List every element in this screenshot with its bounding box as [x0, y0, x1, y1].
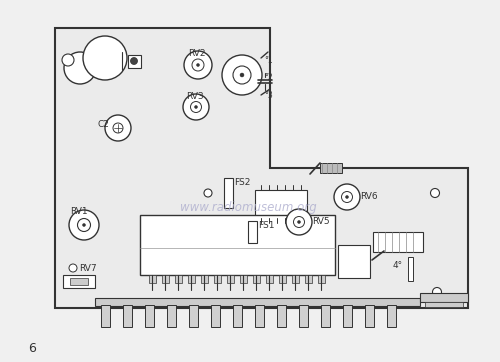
Bar: [255, 190, 307, 218]
Text: °2: °2: [264, 73, 272, 82]
Circle shape: [69, 210, 99, 240]
Bar: [292, 275, 299, 283]
Bar: [253, 275, 260, 283]
Text: FS1: FS1: [258, 221, 274, 230]
Bar: [425, 302, 463, 307]
Circle shape: [192, 59, 204, 71]
Bar: [175, 275, 182, 283]
Circle shape: [196, 63, 200, 67]
Circle shape: [82, 223, 86, 227]
Circle shape: [294, 216, 304, 227]
Bar: [162, 275, 169, 283]
Circle shape: [204, 189, 212, 197]
Bar: [224, 178, 233, 208]
Circle shape: [222, 55, 262, 95]
Circle shape: [183, 94, 209, 120]
Circle shape: [130, 58, 138, 64]
Bar: [318, 275, 325, 283]
Circle shape: [430, 189, 440, 198]
Bar: [233, 305, 242, 327]
Bar: [248, 221, 257, 243]
Circle shape: [69, 264, 77, 272]
Text: www.radiomuseum.org: www.radiomuseum.org: [180, 202, 316, 215]
Circle shape: [83, 36, 127, 80]
Circle shape: [233, 66, 251, 84]
Bar: [227, 275, 234, 283]
Circle shape: [286, 209, 312, 235]
Text: 4°: 4°: [393, 261, 403, 270]
Circle shape: [346, 195, 348, 198]
Bar: [123, 305, 132, 327]
Bar: [320, 163, 342, 173]
Circle shape: [298, 220, 300, 223]
Text: RV3: RV3: [186, 92, 204, 101]
Circle shape: [342, 191, 352, 202]
Bar: [343, 305, 352, 327]
Circle shape: [62, 54, 74, 66]
Bar: [321, 305, 330, 327]
Text: C2: C2: [97, 120, 109, 129]
Bar: [214, 275, 221, 283]
Bar: [266, 275, 273, 283]
Bar: [277, 305, 286, 327]
Bar: [420, 293, 468, 302]
Circle shape: [78, 219, 90, 232]
Bar: [299, 305, 308, 327]
Bar: [189, 305, 198, 327]
Circle shape: [64, 52, 96, 84]
Circle shape: [190, 101, 202, 113]
Circle shape: [105, 115, 131, 141]
Text: °1: °1: [264, 56, 272, 65]
Bar: [373, 232, 423, 252]
Bar: [365, 305, 374, 327]
Text: RV6: RV6: [360, 192, 378, 201]
Circle shape: [194, 105, 198, 109]
Text: RV7: RV7: [79, 264, 96, 273]
Bar: [255, 305, 264, 327]
Bar: [188, 275, 195, 283]
Bar: [95, 298, 420, 306]
Text: FS2: FS2: [234, 178, 250, 187]
Text: RV5: RV5: [312, 217, 330, 226]
Bar: [63, 275, 95, 288]
Circle shape: [432, 287, 442, 296]
Bar: [211, 305, 220, 327]
Bar: [201, 275, 208, 283]
Bar: [149, 275, 156, 283]
Bar: [279, 275, 286, 283]
Circle shape: [334, 184, 360, 210]
Bar: [338, 245, 370, 278]
Circle shape: [113, 123, 123, 133]
Polygon shape: [55, 28, 468, 308]
Bar: [101, 305, 110, 327]
Bar: [70, 278, 88, 285]
Bar: [240, 275, 247, 283]
Circle shape: [184, 51, 212, 79]
Bar: [145, 305, 154, 327]
Bar: [408, 257, 413, 281]
Text: 6: 6: [28, 342, 36, 355]
Circle shape: [240, 73, 244, 77]
Bar: [128, 55, 141, 68]
Bar: [167, 305, 176, 327]
Text: °3: °3: [264, 91, 273, 100]
Text: RV2: RV2: [188, 49, 206, 58]
Bar: [387, 305, 396, 327]
Bar: [305, 275, 312, 283]
Bar: [140, 215, 335, 275]
Text: RV1: RV1: [70, 207, 87, 216]
